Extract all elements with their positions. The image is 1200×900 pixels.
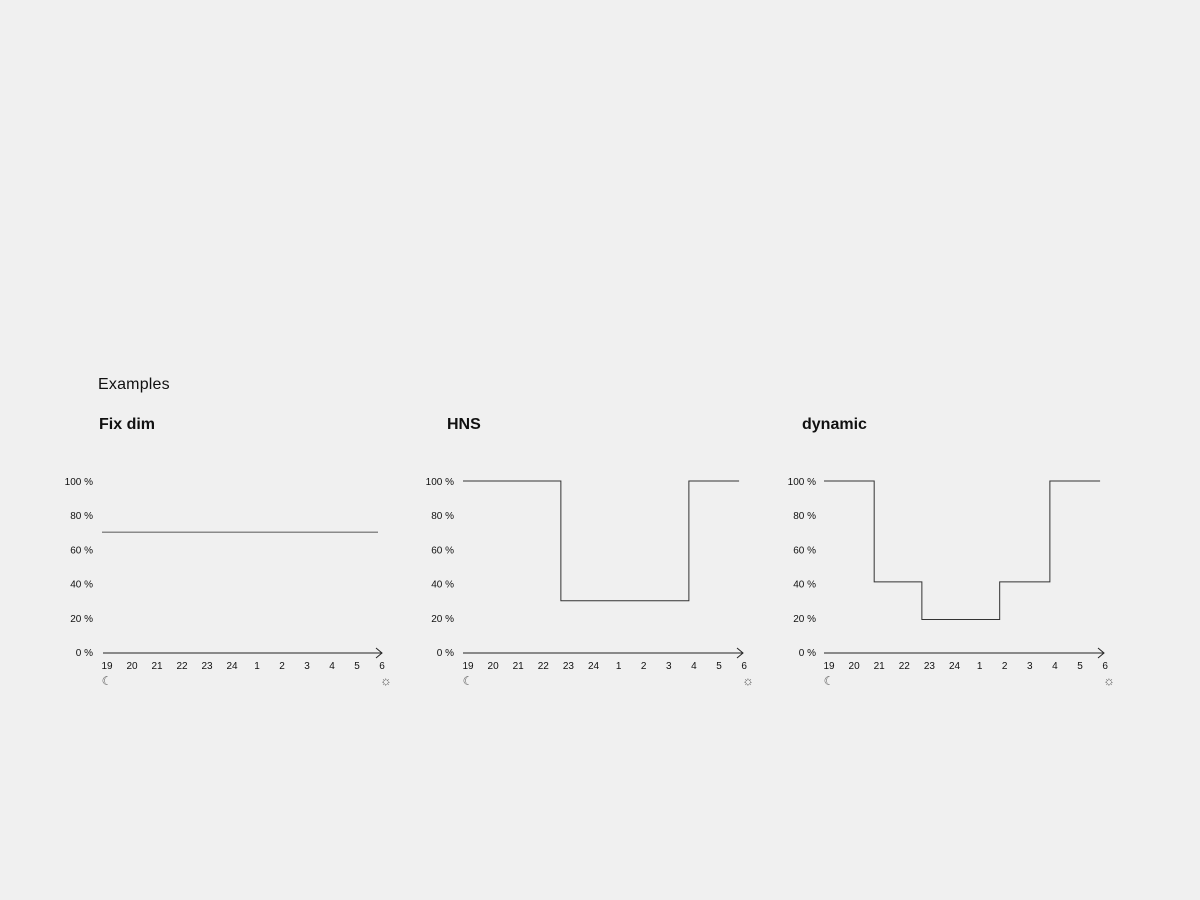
x-tick-label: 24	[588, 661, 600, 672]
y-tick-label: 80 %	[793, 511, 816, 522]
x-tick-label: 22	[899, 661, 911, 672]
y-tick-label: 20 %	[431, 614, 454, 625]
chart-title-hns: HNS	[447, 416, 481, 433]
x-tick-label: 2	[279, 661, 285, 672]
x-tick-label: 6	[379, 661, 385, 672]
x-tick-label: 23	[201, 661, 213, 672]
x-tick-label: 23	[924, 661, 936, 672]
x-tick-label: 20	[849, 661, 861, 672]
x-tick-label: 21	[513, 661, 525, 672]
moon-icon: ☾	[824, 674, 835, 688]
x-tick-label: 4	[691, 661, 697, 672]
x-tick-label: 21	[874, 661, 886, 672]
x-tick-label: 3	[1027, 661, 1033, 672]
sun-icon: ☼	[380, 673, 392, 688]
x-axis-arrow	[1097, 647, 1105, 659]
x-tick-label: 22	[538, 661, 550, 672]
x-axis-arrow	[375, 647, 383, 659]
x-tick-label: 5	[354, 661, 360, 672]
x-tick-label: 24	[226, 661, 238, 672]
sun-icon: ☼	[742, 673, 754, 688]
y-tick-label: 20 %	[70, 614, 93, 625]
moon-icon: ☾	[463, 674, 474, 688]
y-tick-label: 20 %	[793, 614, 816, 625]
chart-title-dynamic: dynamic	[802, 416, 867, 433]
y-tick-label: 100 %	[788, 477, 816, 488]
x-tick-label: 19	[823, 661, 835, 672]
section-title: Examples	[98, 376, 170, 393]
x-tick-label: 19	[101, 661, 113, 672]
y-tick-label: 80 %	[431, 511, 454, 522]
x-tick-label: 23	[563, 661, 575, 672]
chart-title-fix-dim: Fix dim	[99, 416, 156, 433]
x-tick-label: 6	[741, 661, 747, 672]
x-tick-label: 1	[616, 661, 622, 672]
x-tick-label: 2	[1002, 661, 1008, 672]
y-tick-label: 40 %	[793, 580, 816, 591]
x-tick-label: 22	[176, 661, 188, 672]
y-tick-label: 60 %	[431, 545, 454, 556]
y-tick-label: 60 %	[793, 545, 816, 556]
y-tick-label: 40 %	[70, 580, 93, 591]
x-tick-label: 20	[126, 661, 138, 672]
moon-icon: ☾	[102, 674, 113, 688]
y-tick-label: 0 %	[76, 648, 93, 659]
series-line	[463, 480, 740, 602]
x-axis-arrow	[736, 647, 744, 659]
x-tick-label: 1	[254, 661, 260, 672]
x-tick-label: 5	[1077, 661, 1083, 672]
x-tick-label: 5	[716, 661, 722, 672]
x-tick-label: 3	[304, 661, 310, 672]
x-tick-label: 24	[949, 661, 961, 672]
y-tick-label: 100 %	[426, 477, 454, 488]
x-tick-label: 21	[151, 661, 163, 672]
y-tick-label: 60 %	[70, 545, 93, 556]
x-tick-label: 1	[977, 661, 983, 672]
x-tick-label: 20	[488, 661, 500, 672]
x-tick-label: 4	[329, 661, 335, 672]
x-tick-label: 3	[666, 661, 672, 672]
sun-icon: ☼	[1103, 673, 1115, 688]
y-tick-label: 100 %	[65, 477, 93, 488]
x-tick-label: 19	[462, 661, 474, 672]
y-tick-label: 0 %	[799, 648, 816, 659]
x-tick-label: 6	[1102, 661, 1108, 672]
x-tick-label: 2	[641, 661, 647, 672]
series-line	[824, 480, 1101, 621]
x-tick-label: 4	[1052, 661, 1058, 672]
y-tick-label: 40 %	[431, 580, 454, 591]
y-tick-label: 80 %	[70, 511, 93, 522]
y-tick-label: 0 %	[437, 648, 454, 659]
